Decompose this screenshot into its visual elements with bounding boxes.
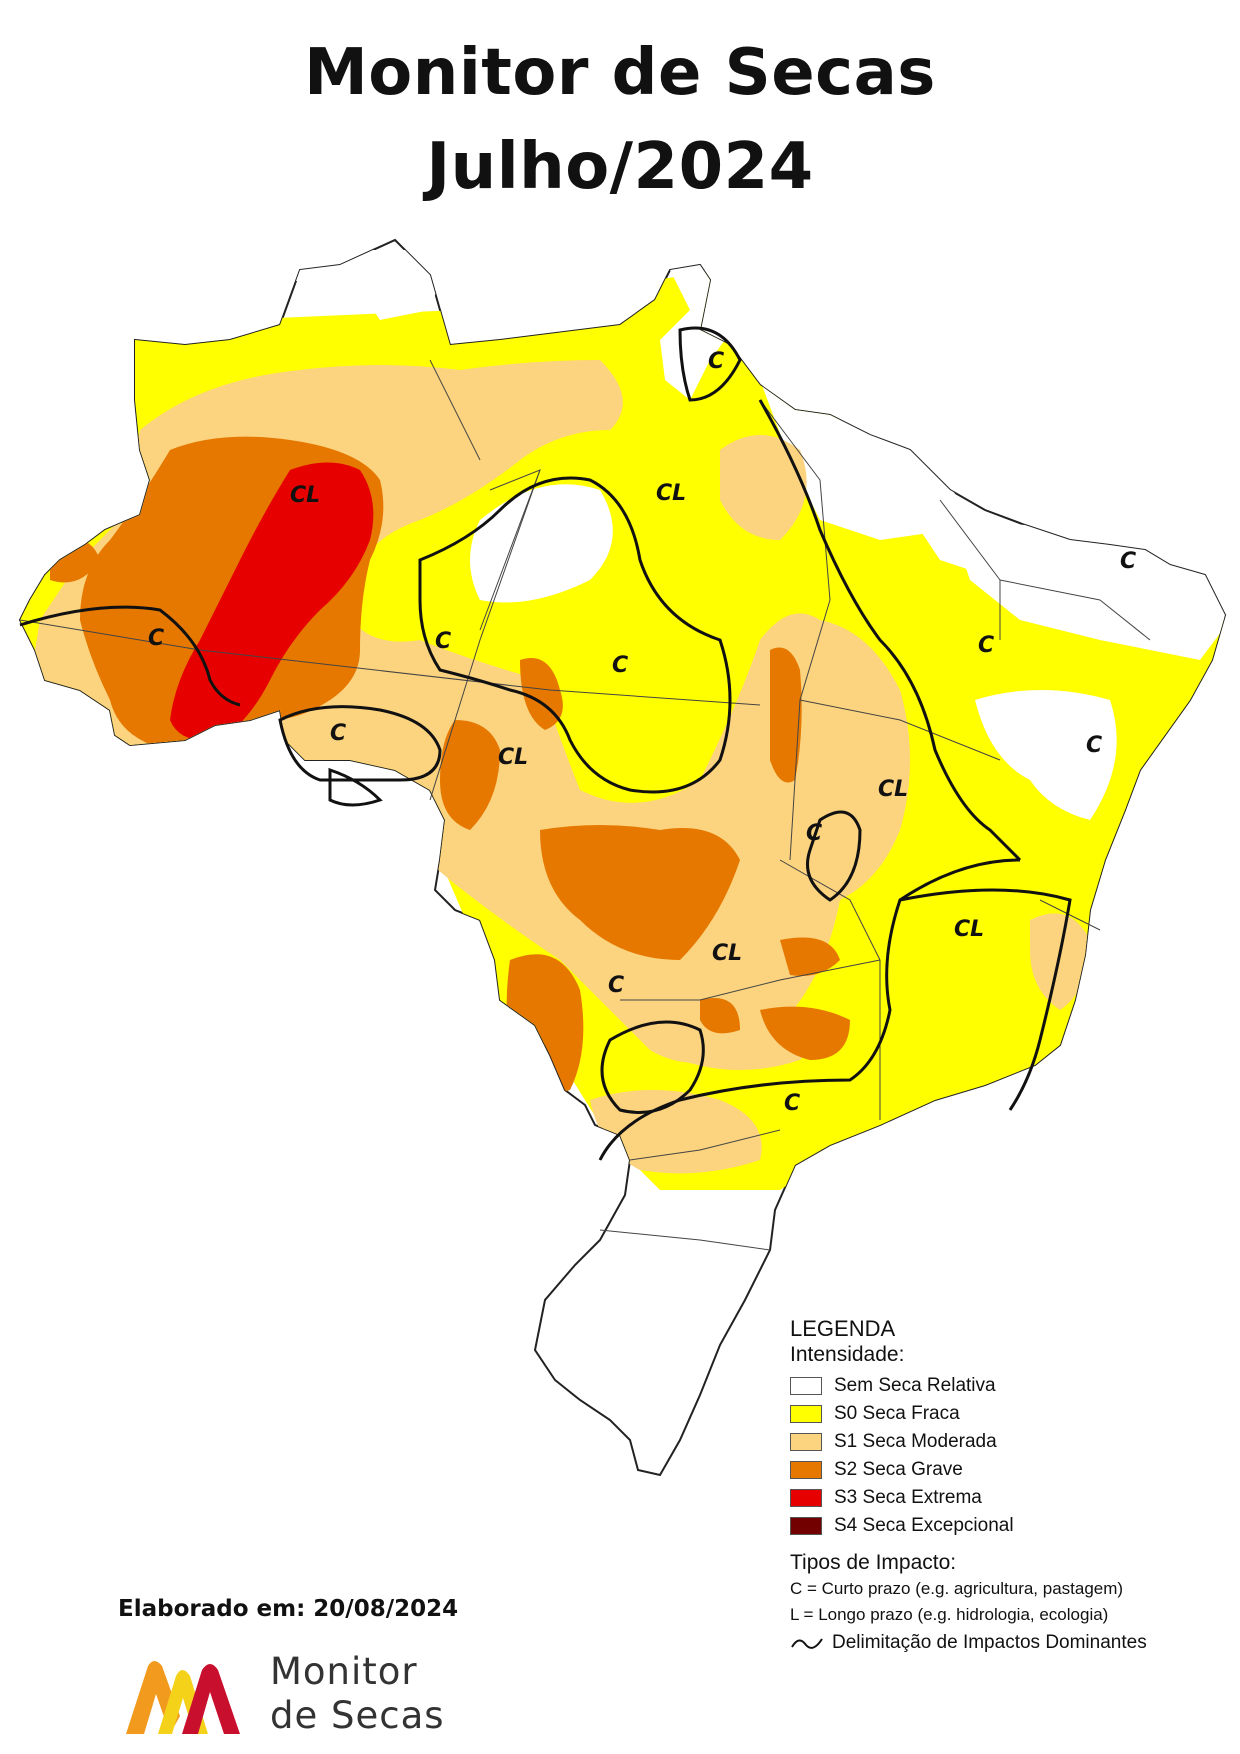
- impact-label: C: [1086, 733, 1102, 758]
- impact-label: CL: [498, 745, 528, 770]
- impact-label: C: [784, 1091, 800, 1116]
- wavy-line-icon: [791, 1638, 823, 1649]
- map-title-line2: Julho/2024: [426, 130, 814, 204]
- legend-item: S2 Seca Grave: [790, 1456, 1230, 1484]
- logo-text: Monitor de Secas: [270, 1650, 445, 1738]
- impact-label: C: [978, 633, 994, 658]
- legend-label: Sem Seca Relativa: [834, 1375, 996, 1396]
- map-title-line1: Monitor de Secas: [304, 36, 936, 110]
- legend-items: Sem Seca Relativa S0 Seca Fraca S1 Seca …: [790, 1372, 1230, 1540]
- brazil-drought-map: CL CL C C C C CL C CL C C C C CL C CL C: [18, 238, 1227, 1477]
- impact-types-title: Tipos de Impacto:: [790, 1551, 957, 1574]
- impact-line-label: Delimitação de Impactos Dominantes: [832, 1632, 1147, 1653]
- impact-label: CL: [878, 777, 908, 802]
- logo-text-line2: de Secas: [270, 1694, 445, 1737]
- legend-item: S0 Seca Fraca: [790, 1400, 1230, 1428]
- legend-label: S1 Seca Moderada: [834, 1431, 997, 1452]
- legend-swatch: [790, 1377, 822, 1395]
- impact-label: C: [708, 349, 724, 374]
- legend-label: S2 Seca Grave: [834, 1459, 963, 1480]
- legend-label: S0 Seca Fraca: [834, 1403, 960, 1424]
- legend-item: S4 Seca Excepcional: [790, 1512, 1230, 1540]
- impact-label: C: [806, 821, 822, 846]
- legend: LEGENDA Intensidade: Sem Seca Relativa S…: [790, 1316, 1230, 1658]
- legend-label: S4 Seca Excepcional: [834, 1515, 1014, 1536]
- impact-label: C: [435, 629, 451, 654]
- impact-label: CL: [954, 917, 984, 942]
- legend-swatch: [790, 1405, 822, 1423]
- impact-type-long: L = Longo prazo (e.g. hidrologia, ecolog…: [790, 1605, 1109, 1624]
- legend-swatch: [790, 1489, 822, 1507]
- impact-label: C: [612, 653, 628, 678]
- impact-label: CL: [290, 483, 320, 508]
- impact-label: C: [330, 721, 346, 746]
- monitor-de-secas-logo: Monitor de Secas: [118, 1650, 538, 1740]
- impact-type-short: C = Curto prazo (e.g. agricultura, pasta…: [790, 1579, 1124, 1598]
- impact-label: CL: [712, 941, 742, 966]
- elaborated-date: Elaborado em: 20/08/2024: [118, 1596, 459, 1622]
- legend-swatch: [790, 1433, 822, 1451]
- impact-labels: CL CL C C C C CL C CL C C C C CL C CL C: [148, 349, 1136, 1116]
- legend-item: Sem Seca Relativa: [790, 1372, 1230, 1400]
- impact-label: C: [148, 626, 164, 651]
- impact-label: C: [608, 973, 624, 998]
- impact-label: C: [1120, 549, 1136, 574]
- legend-subtitle: Intensidade:: [790, 1343, 905, 1366]
- legend-title: LEGENDA: [790, 1316, 896, 1341]
- state-borders: [19, 359, 1151, 1251]
- impact-label: CL: [656, 481, 686, 506]
- impact-line-legend: Delimitação de Impactos Dominantes: [790, 1628, 1230, 1658]
- legend-swatch: [790, 1461, 822, 1479]
- logo-text-line1: Monitor: [270, 1650, 418, 1693]
- legend-item: S1 Seca Moderada: [790, 1428, 1230, 1456]
- legend-label: S3 Seca Extrema: [834, 1487, 982, 1508]
- legend-item: S3 Seca Extrema: [790, 1484, 1230, 1512]
- impact-boundaries: [19, 326, 1072, 1161]
- logo-mark-icon: [126, 1661, 240, 1734]
- s3-drought-areas: [170, 462, 374, 741]
- legend-swatch: [790, 1517, 822, 1535]
